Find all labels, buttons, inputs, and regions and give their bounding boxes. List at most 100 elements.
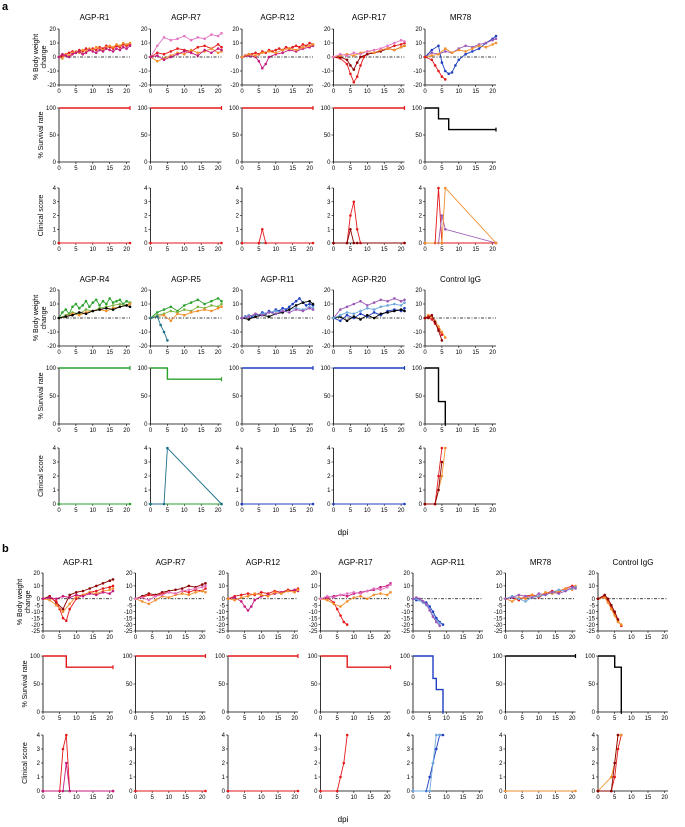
survival-x-tick-label: 15 bbox=[106, 428, 113, 434]
weight-point bbox=[372, 48, 376, 52]
weight-point bbox=[111, 45, 115, 49]
weight-point bbox=[240, 600, 243, 603]
weight-point bbox=[84, 312, 88, 316]
weight-point bbox=[444, 78, 447, 81]
clinical-x-tick-label: 0 bbox=[226, 795, 230, 801]
chart-title: AGP-R11 bbox=[261, 275, 295, 284]
weight-point bbox=[399, 38, 403, 42]
survival-y-tick-label: 100 bbox=[492, 654, 503, 660]
weight-point bbox=[88, 305, 91, 309]
clinical-y-tick-label: 1 bbox=[236, 227, 240, 233]
weight-point bbox=[574, 587, 577, 590]
y-label-weight: % Body weight bbox=[33, 34, 40, 80]
clinical-point bbox=[610, 775, 613, 779]
weight-point bbox=[189, 48, 193, 52]
survival-y-tick-label: 50 bbox=[49, 394, 56, 400]
weight-point bbox=[84, 47, 88, 50]
weight-point bbox=[349, 72, 352, 76]
clinical-x-tick-label: 5 bbox=[520, 795, 524, 801]
weight-x-tick-label: 10 bbox=[89, 350, 96, 356]
weight-y-tick-label: -5 bbox=[497, 603, 503, 609]
survival-x-tick-label: 10 bbox=[181, 166, 188, 172]
survival-x-tick-label: 10 bbox=[455, 428, 462, 434]
weight-y-tick-label: -5 bbox=[220, 603, 226, 609]
weight-point bbox=[203, 37, 206, 41]
survival-y-tick-label: 100 bbox=[307, 654, 318, 660]
clinical-y-tick-label: 3 bbox=[314, 747, 318, 753]
weight-point bbox=[430, 58, 434, 62]
clinical-y-tick-label: 1 bbox=[236, 488, 240, 494]
clinical-y-tick-label: 3 bbox=[327, 460, 331, 466]
chart-title: AGP-R7 bbox=[171, 13, 201, 22]
weight-point bbox=[247, 315, 251, 318]
survival-y-tick-label: 0 bbox=[236, 422, 240, 428]
weight-y-tick-label: -20 bbox=[31, 623, 40, 629]
weight-x-tick-label: 0 bbox=[41, 635, 45, 641]
chart-title: AGP-R12 bbox=[260, 13, 295, 22]
survival-x-tick-label: 20 bbox=[106, 716, 113, 722]
weight-y-tick-label: -10 bbox=[139, 330, 148, 336]
survival-x-tick-label: 20 bbox=[123, 166, 130, 172]
weight-point bbox=[216, 51, 220, 55]
weight-point bbox=[187, 588, 191, 592]
weight-point bbox=[403, 309, 406, 313]
weight-point bbox=[613, 614, 616, 617]
weight-point bbox=[154, 594, 157, 598]
clinical-y-tick-label: 0 bbox=[314, 789, 318, 795]
weight-y-tick-label: 0 bbox=[53, 55, 57, 61]
clinical-y-tick-label: 3 bbox=[53, 200, 57, 206]
weight-x-tick-label: 15 bbox=[198, 350, 205, 356]
weight-y-tick-label: 20 bbox=[218, 571, 225, 577]
weight-y-tick-label: 20 bbox=[403, 571, 410, 577]
weight-point bbox=[166, 339, 169, 342]
clinical-point bbox=[428, 775, 432, 779]
weight-point bbox=[68, 602, 71, 606]
weight-point bbox=[296, 588, 300, 592]
weight-y-tick-label: -20 bbox=[322, 344, 331, 350]
weight-x-tick-label: 10 bbox=[73, 635, 80, 641]
weight-x-tick-label: 5 bbox=[74, 89, 78, 95]
weight-point bbox=[277, 47, 281, 50]
weight-point bbox=[366, 50, 369, 53]
weight-point bbox=[88, 587, 91, 590]
weight-x-tick-label: 20 bbox=[123, 350, 130, 356]
weight-x-tick-label: 20 bbox=[489, 89, 496, 95]
survival-x-tick-label: 0 bbox=[149, 166, 153, 172]
weight-point bbox=[430, 54, 434, 57]
weight-point bbox=[101, 50, 105, 53]
clinical-x-tick-label: 15 bbox=[106, 247, 113, 253]
weight-point bbox=[196, 305, 200, 309]
weight-y-tick-label: -20 bbox=[230, 344, 239, 350]
weight-y-tick-label: 10 bbox=[324, 41, 331, 47]
clinical-point bbox=[166, 446, 169, 450]
weight-x-tick-label: 0 bbox=[134, 635, 138, 641]
weight-point bbox=[162, 313, 166, 317]
clinical-x-tick-label: 15 bbox=[381, 508, 388, 514]
weight-x-tick-label: 5 bbox=[74, 350, 78, 356]
weight-point bbox=[84, 51, 88, 55]
survival-y-tick-label: 50 bbox=[311, 682, 318, 688]
weight-x-tick-label: 5 bbox=[243, 635, 247, 641]
weight-point bbox=[454, 64, 457, 67]
weight-point bbox=[389, 591, 392, 594]
weight-point bbox=[88, 592, 91, 595]
weight-y-tick-label: 0 bbox=[129, 597, 133, 603]
weight-x-tick-label: 10 bbox=[455, 89, 462, 95]
weight-point bbox=[386, 311, 389, 314]
survival-x-tick-label: 20 bbox=[661, 716, 668, 722]
weight-series-line bbox=[58, 43, 131, 58]
y-label-clinical: Clinical score bbox=[38, 455, 45, 497]
clinical-point bbox=[431, 761, 435, 765]
weight-point bbox=[261, 313, 264, 317]
weight-point bbox=[359, 52, 362, 56]
clinical-y-tick-label: 4 bbox=[499, 733, 503, 739]
weight-point bbox=[125, 43, 128, 46]
weight-point bbox=[74, 302, 78, 306]
weight-y-tick-label: -25 bbox=[216, 629, 225, 635]
survival-x-tick-label: 20 bbox=[306, 166, 313, 172]
clinical-x-tick-label: 5 bbox=[440, 508, 444, 514]
weight-point bbox=[524, 600, 527, 603]
survival-y-tick-label: 50 bbox=[324, 133, 331, 139]
weight-point bbox=[125, 304, 128, 307]
